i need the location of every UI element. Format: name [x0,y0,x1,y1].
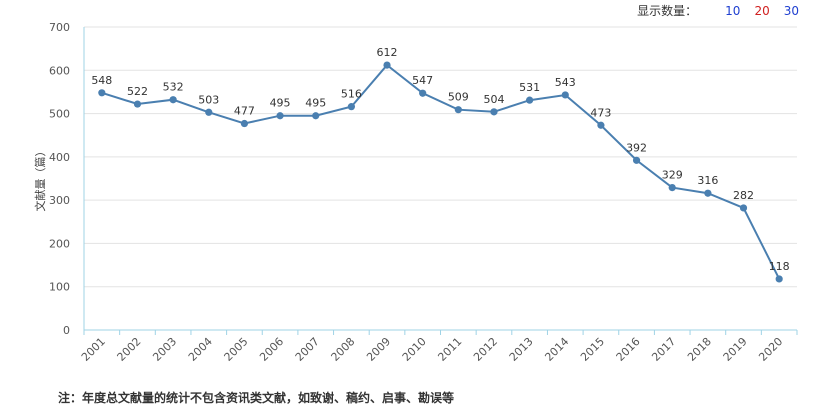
x-tick-label: 2005 [222,335,251,364]
data-point [419,89,427,97]
data-point [561,91,569,99]
data-label: 522 [127,85,148,98]
y-tick-label: 200 [49,237,70,250]
display-count-30-option[interactable]: 30 [783,3,799,18]
data-label: 503 [198,93,219,106]
x-tick-label: 2006 [257,335,286,364]
y-axis-ticks: 0 100 200 300 400 500 600 700 [49,21,70,337]
y-tick-label: 300 [49,194,70,207]
x-tick-label: 2012 [471,335,500,364]
data-point [98,89,106,97]
data-point [526,96,534,104]
x-tick-label: 2010 [400,335,429,364]
data-label: 118 [769,260,790,273]
y-tick-label: 700 [49,21,70,34]
display-count-10-option[interactable]: 10 [725,3,741,18]
data-label: 612 [377,46,398,59]
x-axis-ticks: 2001 2002 2003 2004 2005 2006 2007 2008 2009 2010… [79,330,798,364]
y-tick-label: 400 [49,151,70,164]
y-tick-label: 100 [49,281,70,294]
data-label: 548 [91,74,112,87]
data-point [169,96,177,104]
display-count-label: 显示数量： [637,4,698,18]
data-point [205,108,213,116]
data-label: 282 [733,189,754,202]
y-tick-label: 600 [49,64,70,77]
data-point [704,189,712,197]
data-label: 547 [412,74,433,87]
x-tick-label: 2009 [364,335,393,364]
data-point [739,204,748,212]
x-tick-label: 2004 [186,335,215,364]
data-point [240,119,249,128]
x-tick-label: 2003 [150,335,179,364]
data-label: 509 [448,91,469,104]
x-tick-label: 2011 [435,335,464,364]
y-tick-label: 0 [63,324,70,337]
data-label: 477 [234,105,255,118]
data-label: 392 [626,141,647,154]
x-tick-label: 2020 [756,335,785,364]
data-label: 473 [590,106,611,119]
data-point [133,100,142,108]
display-count-20-option[interactable]: 20 [754,3,770,18]
data-label: 543 [555,76,576,89]
y-axis-label: 文献量（篇） [33,146,47,212]
x-tick-label: 2017 [649,335,678,364]
series-line [101,63,781,280]
data-label: 495 [305,97,326,110]
x-tick-label: 2018 [685,335,714,364]
data-label: 516 [341,88,362,101]
data-label: 495 [270,97,291,110]
grid-lines [84,26,797,288]
data-point [632,156,641,164]
x-tick-label: 2008 [329,335,358,364]
data-point [775,275,783,283]
data-label: 329 [662,169,683,182]
x-tick-label: 2015 [578,335,607,364]
x-tick-label: 2001 [79,335,108,364]
data-point [312,112,320,120]
data-point [454,106,462,114]
footnote: 注：年度总文献量的统计不包含资讯类文献，如致谢、稿约、启事、勘误等 [58,391,455,405]
x-tick-label: 2019 [721,335,750,364]
y-tick-label: 500 [49,108,70,121]
data-label: 532 [163,81,184,94]
x-tick-label: 2002 [115,335,144,364]
display-count-selector: 显示数量： 10 20 30 [637,2,799,19]
data-point [597,121,605,129]
data-label: 316 [697,174,718,187]
data-point [276,112,284,120]
data-point [383,61,391,69]
x-tick-label: 2014 [542,335,571,364]
x-tick-label: 2016 [614,335,643,364]
data-label: 531 [519,81,540,94]
x-tick-label: 2013 [507,335,536,364]
data-label: 504 [483,93,504,106]
data-labels: 548 522 532 503 477 495 495 516 612 547 509 504 531 5… [91,46,789,273]
data-point [668,183,676,192]
data-point [347,103,355,111]
x-tick-label: 2007 [293,335,322,364]
data-point [490,108,498,116]
data-points [98,61,783,283]
